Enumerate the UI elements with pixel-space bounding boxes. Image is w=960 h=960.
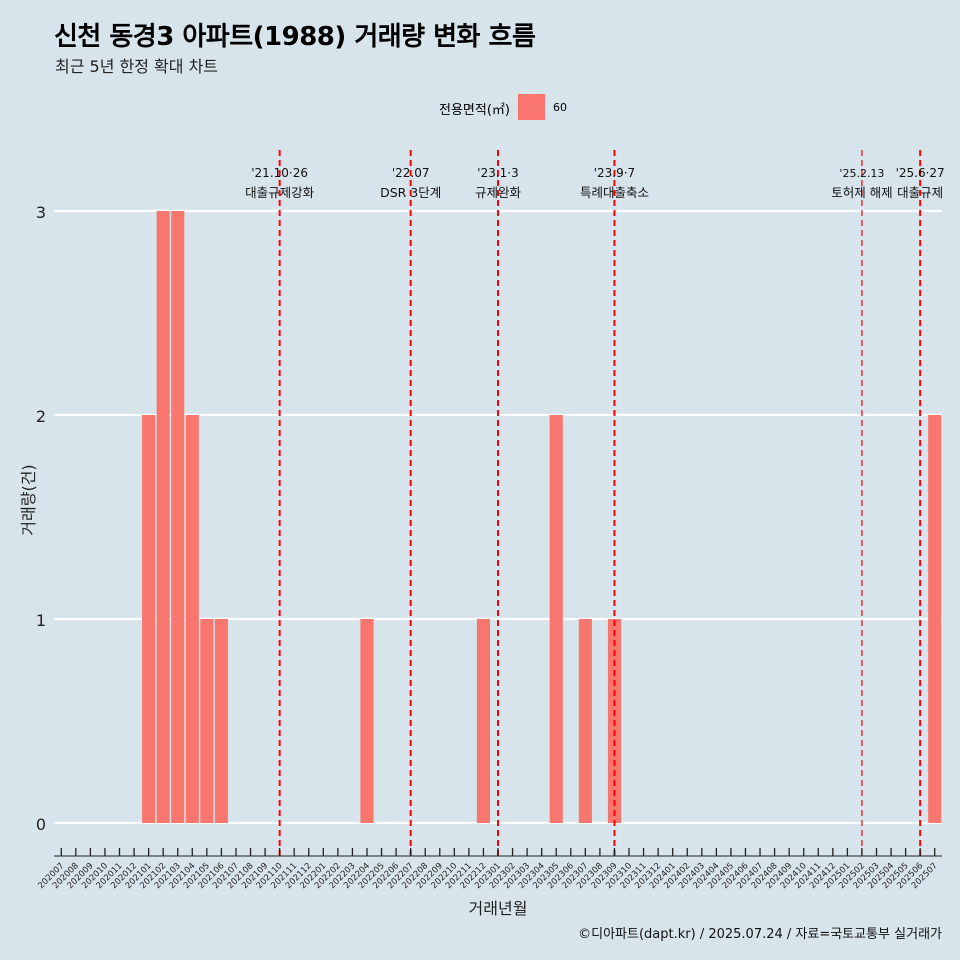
bar-202212: [476, 619, 490, 823]
legend: 전용면적(㎡) 60: [0, 94, 960, 122]
event-label: 대출규제: [897, 185, 943, 200]
event-date: '23.1·3: [477, 166, 518, 180]
event-label: 규제완화: [475, 185, 522, 200]
event-date: '22.07: [392, 166, 430, 180]
bar-202305: [549, 415, 563, 823]
bar-202204: [360, 619, 374, 823]
event-label: DSR 3단계: [380, 185, 441, 200]
bar-202102: [156, 211, 170, 823]
y-axis-title: 거래량(건): [19, 464, 38, 535]
bar-202105: [200, 619, 214, 823]
legend-label-60: 60: [553, 101, 567, 114]
event-label: 특례대출축소: [580, 185, 649, 200]
bar-202106: [214, 619, 228, 823]
y-tick-label: 2: [36, 407, 46, 426]
event-markers: '21.10·26 대출규제강화 '22.07 DSR 3단계 '23.1·3 규제완화 '…: [245, 150, 945, 856]
chart-subtitle: 최근 5년 한정 확대 차트: [55, 57, 219, 76]
legend-key-60: [518, 94, 545, 120]
event-date: '23.9·7: [594, 166, 635, 180]
chart-title: 신천 동경3 아파트(1988) 거래량 변화 흐름: [54, 22, 536, 52]
y-tick-label: 0: [36, 815, 46, 834]
event-label: 대출규제강화: [245, 185, 315, 200]
x-axis-title: 거래년월: [469, 899, 528, 918]
y-tick-label: 3: [36, 203, 46, 222]
y-tick-label: 1: [36, 611, 46, 630]
event-date: '25.6·27: [896, 166, 945, 180]
bar-202307: [578, 619, 592, 823]
source-caption: ©디아파트(dapt.kr) / 2025.07.24 / 자료=국토교통부 실…: [578, 927, 942, 942]
bars: [142, 211, 942, 823]
legend-title: 전용면적(㎡): [439, 103, 510, 118]
bar-202507: [928, 415, 942, 823]
event-date: '21.10·26: [251, 166, 308, 180]
event-label: 토허제 해제: [831, 185, 892, 200]
event-date: '25.2.13: [839, 167, 884, 180]
bar-202103: [171, 211, 185, 823]
bar-202101: [142, 415, 156, 823]
bar-202104: [185, 415, 199, 823]
